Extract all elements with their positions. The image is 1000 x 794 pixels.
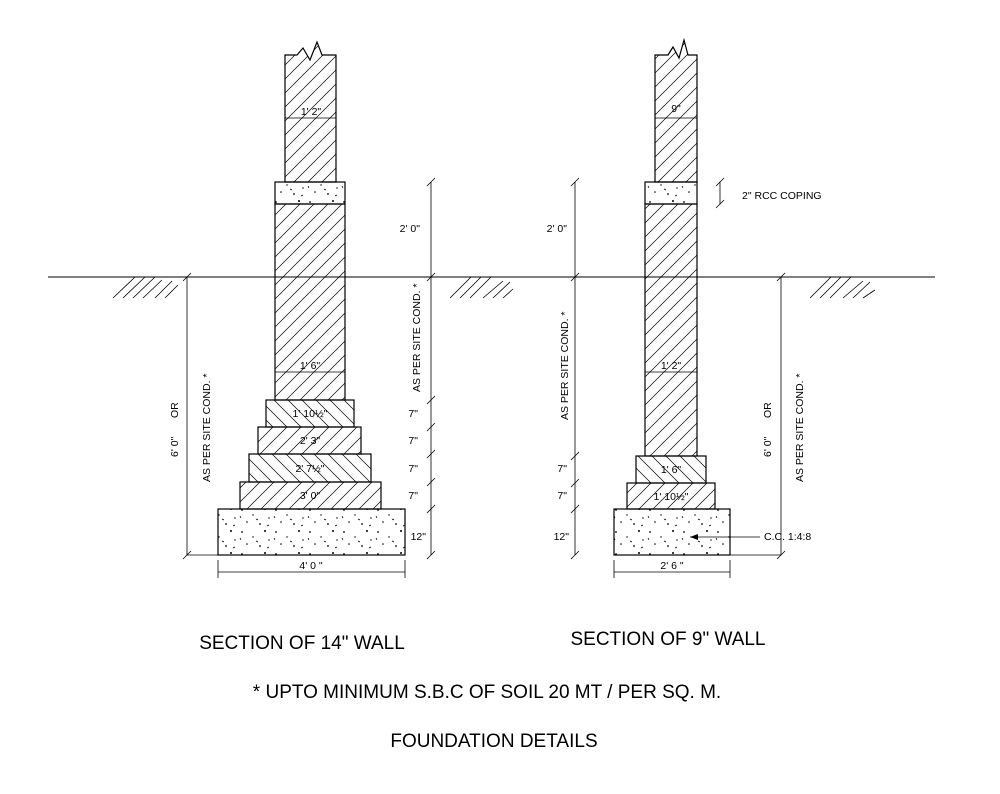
wall-9-base xyxy=(613,508,731,556)
wall-14-section xyxy=(182,40,436,578)
wall-14-step-4 xyxy=(239,481,382,510)
wall-14-depth-or: OR xyxy=(169,402,181,418)
wall-14-body xyxy=(274,203,346,401)
caption-9-wall: SECTION OF 9" WALL xyxy=(570,629,765,650)
wall-14-step-h-4: 7" xyxy=(408,490,418,502)
wall-9-step-2 xyxy=(626,482,716,510)
wall-9-coping xyxy=(644,181,698,205)
wall-14-step-h-1: 7" xyxy=(408,408,418,420)
wall-14-step-1-label: 1' 10½" xyxy=(293,408,328,420)
wall-9-base-width: 2' 6 " xyxy=(660,560,684,572)
wall-14-height-above: 2' 0" xyxy=(400,223,421,235)
wall-14-step-h-3: 7" xyxy=(408,463,418,475)
soil-hatch-right xyxy=(809,276,876,299)
wall-9-body xyxy=(644,203,698,457)
wall-14-step-2 xyxy=(257,426,362,455)
wall-9-step-2-label: 1' 10½" xyxy=(654,491,689,503)
wall-14-coping xyxy=(274,181,346,205)
wall-14-base-height: 12" xyxy=(411,531,427,543)
wall-9-base-height: 12" xyxy=(554,531,570,543)
soil-hatch-mid xyxy=(449,276,514,299)
caption-14-wall: SECTION OF 14" WALL xyxy=(199,633,405,654)
wall-9-plinth-width: 1' 2" xyxy=(661,360,682,372)
wall-9-step-h-1: 7" xyxy=(557,463,567,475)
soil-hatch-left xyxy=(112,276,179,299)
wall-14-step-3 xyxy=(248,453,372,483)
wall-14-step-h-2: 7" xyxy=(408,435,418,447)
soil-note: * UPTO MINIMUM S.B.C OF SOIL 20 MT / PER… xyxy=(253,682,721,703)
wall-14-step-4-label: 3' 0" xyxy=(300,490,321,502)
wall-9-top-width: 9" xyxy=(671,103,681,115)
wall-9-depth-or: OR xyxy=(762,402,774,418)
wall-14-plinth-width: 1' 6" xyxy=(300,360,321,372)
wall-9-height-above: 2' 0" xyxy=(547,223,568,235)
wall-14-top-width: 1' 2" xyxy=(301,106,322,118)
wall-9-site-cond: AS PER SITE COND. * xyxy=(559,311,571,420)
wall-14-base-width: 4' 0 " xyxy=(299,560,323,572)
wall-14-site-cond: AS PER SITE COND. * xyxy=(411,283,423,392)
drawing-title: FOUNDATION DETAILS xyxy=(390,731,597,752)
wall-14-depth-b: AS PER SITE COND. * xyxy=(201,373,213,482)
wall-14-step-3-label: 2' 7½" xyxy=(295,463,324,475)
wall-14-step-1 xyxy=(265,399,355,428)
wall-9-section xyxy=(570,37,786,578)
wall-9-step-1-label: 1' 6" xyxy=(661,464,682,476)
wall-14-step-2-label: 2' 3" xyxy=(300,435,321,447)
wall-9-depth-a: 6' 0" xyxy=(762,436,774,457)
wall-9-step-h-2: 7" xyxy=(557,490,567,502)
wall-14-depth-a: 6' 0" xyxy=(169,436,181,457)
wall-9-concrete-label: C.C. 1:4:8 xyxy=(764,531,811,543)
wall-14-base xyxy=(217,508,406,556)
wall-9-depth-b: AS PER SITE COND. * xyxy=(794,373,806,482)
wall-9-coping-label: 2" RCC COPING xyxy=(742,190,822,202)
